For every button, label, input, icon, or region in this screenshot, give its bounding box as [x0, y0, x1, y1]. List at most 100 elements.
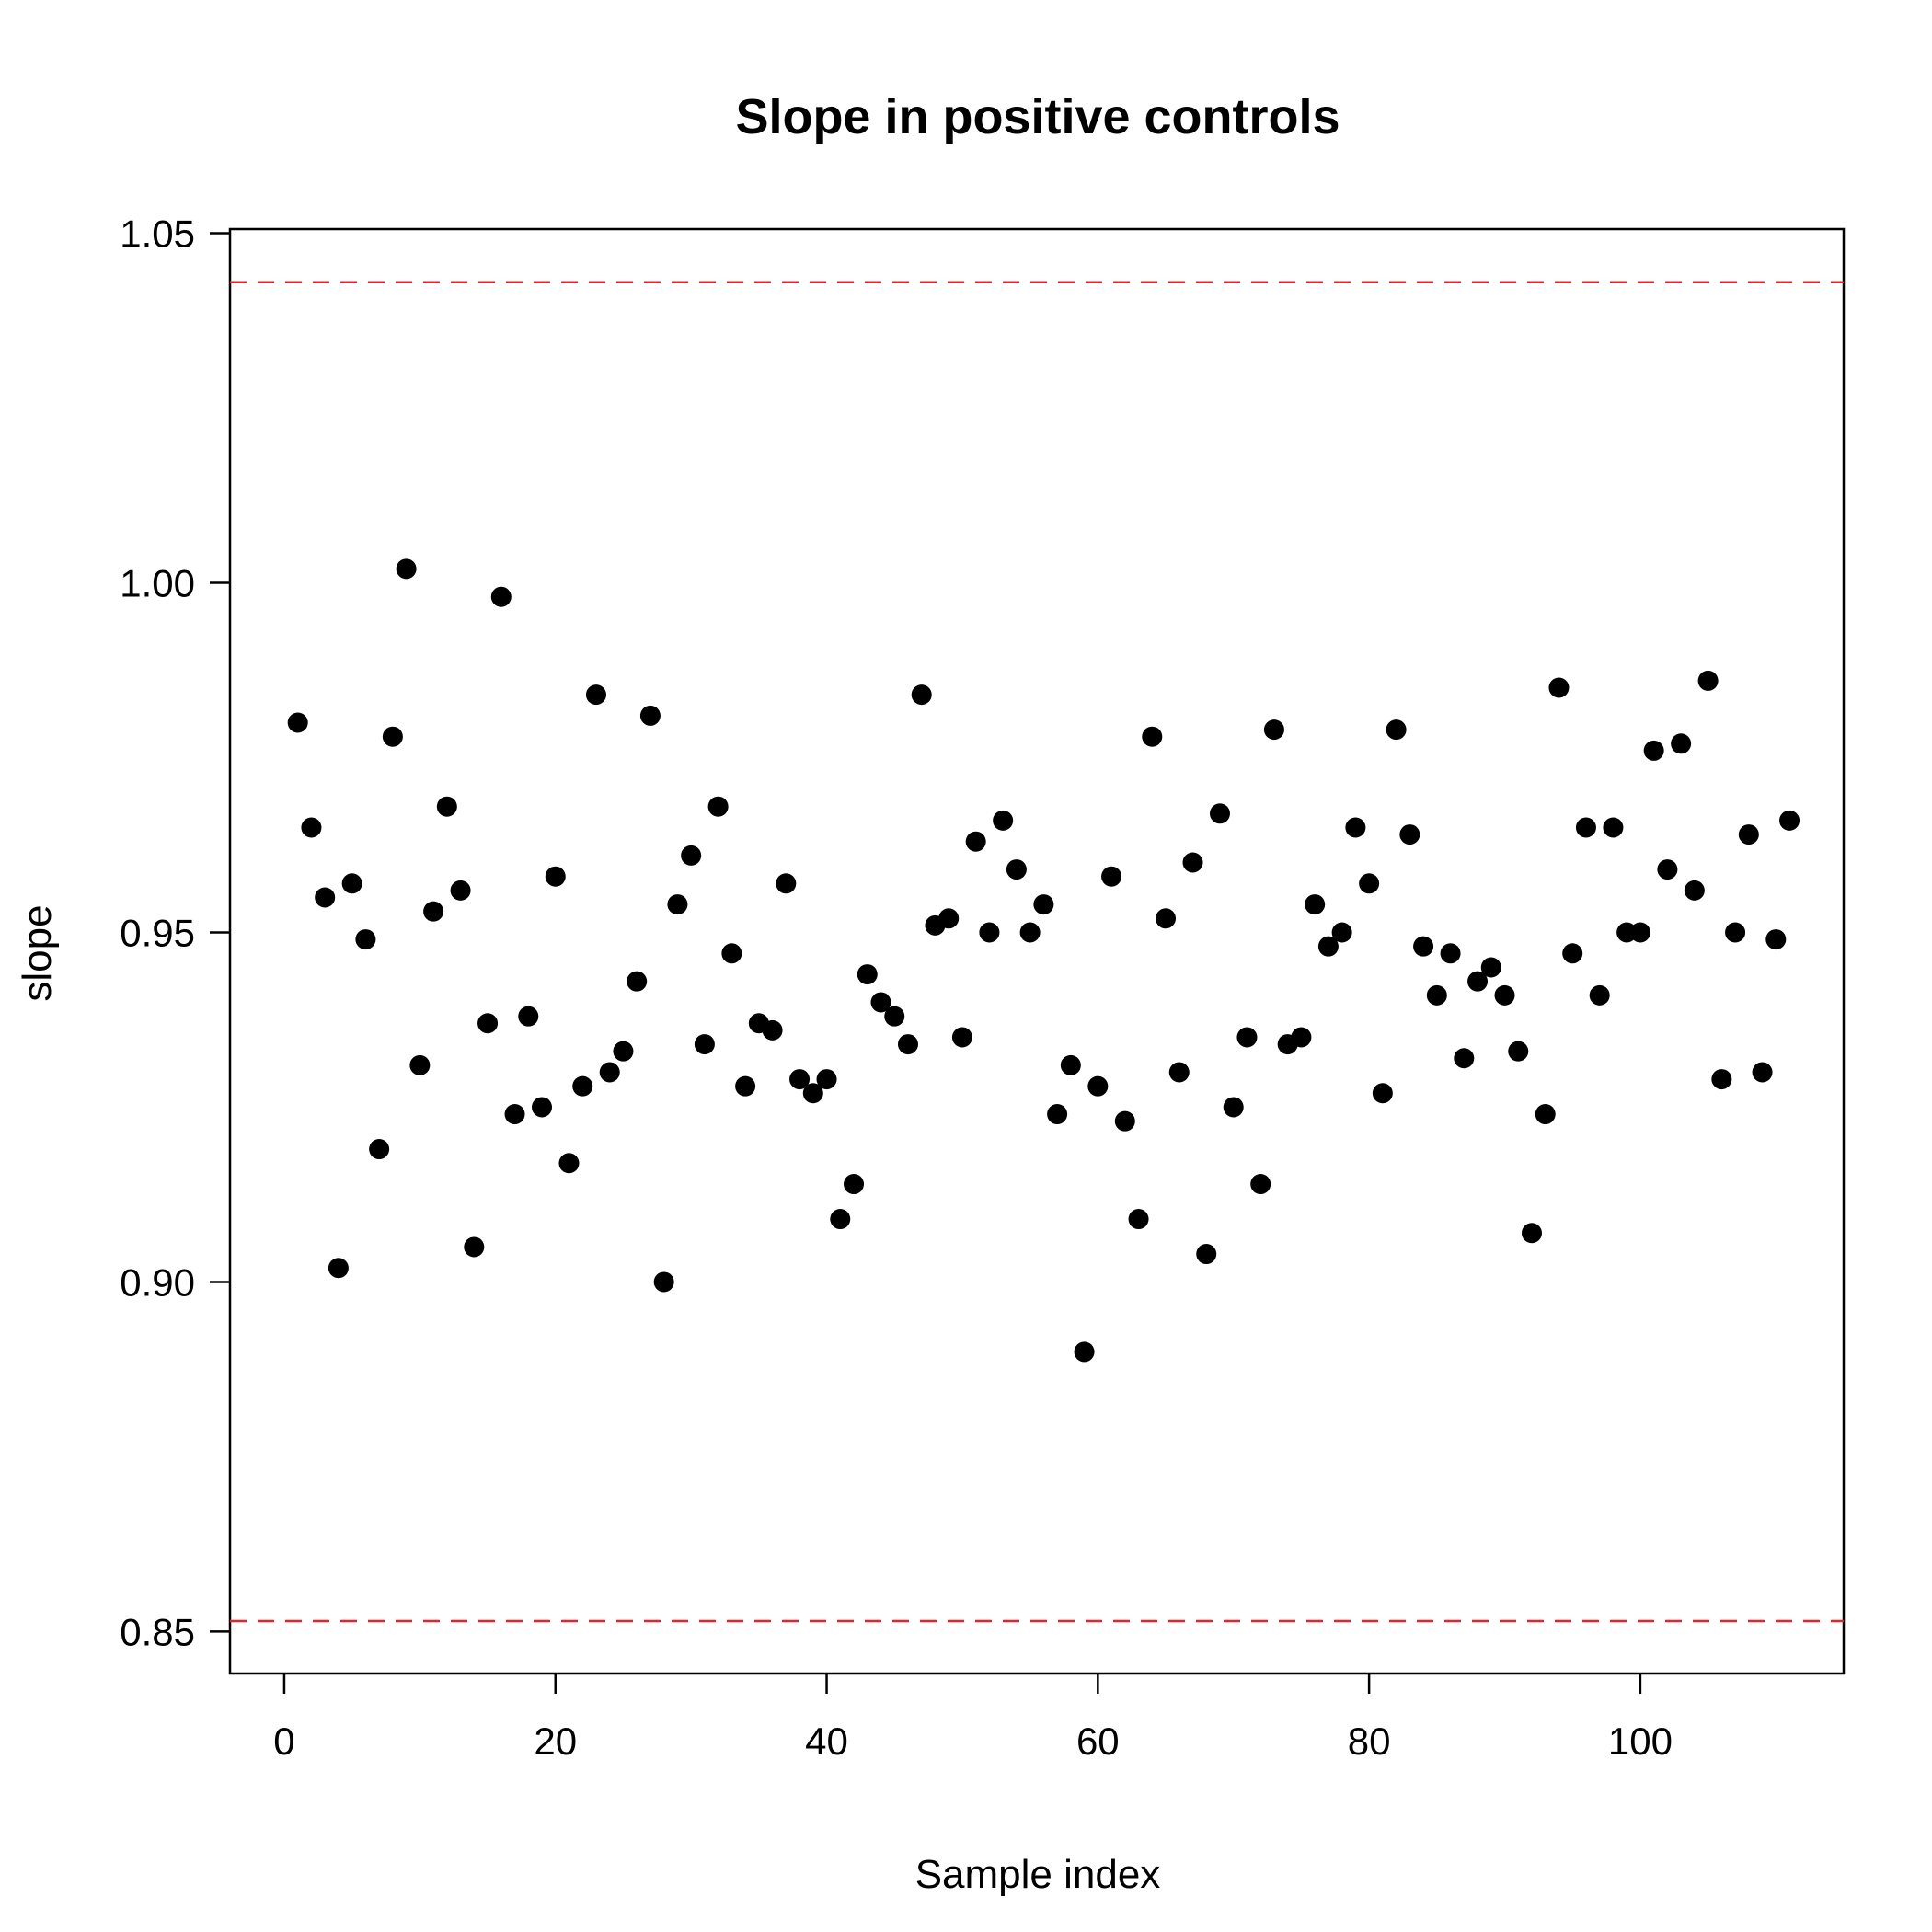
data-point — [1156, 908, 1177, 929]
data-point — [518, 1006, 539, 1027]
data-point — [1019, 922, 1041, 943]
data-point — [301, 817, 322, 838]
data-point — [1697, 670, 1719, 691]
data-point — [1033, 894, 1054, 915]
data-point — [857, 964, 878, 985]
x-axis-label: Sample index — [915, 1852, 1161, 1897]
data-point — [1317, 936, 1339, 957]
data-point — [382, 726, 403, 747]
data-point — [1359, 873, 1380, 894]
x-axis: 0 20 40 60 80 100 — [273, 1673, 1673, 1763]
data-point — [532, 1097, 553, 1118]
data-point — [585, 684, 606, 706]
data-point — [951, 1027, 972, 1048]
data-point — [1671, 733, 1692, 754]
data-point — [1440, 943, 1461, 964]
data-point — [639, 705, 661, 726]
data-point — [1575, 817, 1596, 838]
x-tick-label: 40 — [805, 1719, 848, 1763]
reference-lines — [230, 281, 1844, 1623]
data-point — [1114, 1110, 1135, 1132]
data-point — [315, 887, 336, 908]
data-point — [1087, 1075, 1109, 1097]
data-point — [1521, 1223, 1542, 1244]
data-point — [911, 684, 932, 706]
data-point — [1684, 880, 1705, 901]
data-point — [979, 922, 1000, 943]
y-tick-label: 1.05 — [120, 213, 195, 256]
data-point — [1142, 726, 1163, 747]
x-tick-label: 80 — [1348, 1719, 1391, 1763]
data-point — [1711, 1069, 1732, 1090]
data-point — [762, 1019, 783, 1041]
chart-title: Slope in positive controls — [735, 89, 1340, 144]
data-point — [1413, 936, 1434, 957]
data-point — [1047, 1104, 1068, 1125]
x-tick-label: 0 — [273, 1719, 294, 1763]
data-point — [1399, 824, 1420, 845]
data-point — [1738, 824, 1759, 845]
data-point — [1779, 810, 1800, 831]
data-point — [1765, 929, 1787, 950]
data-point — [558, 1153, 580, 1174]
data-point — [870, 992, 891, 1013]
data-point — [993, 810, 1014, 831]
data-point — [1250, 1174, 1271, 1195]
data-point — [789, 1069, 811, 1090]
data-point — [1548, 677, 1570, 698]
data-point — [504, 1104, 525, 1125]
data-point — [721, 943, 742, 964]
data-point — [1291, 1027, 1312, 1048]
data-point — [477, 1013, 499, 1034]
data-point — [1603, 817, 1624, 838]
data-point — [287, 712, 308, 733]
data-point — [1209, 803, 1230, 824]
data-point — [1467, 971, 1489, 992]
data-point — [735, 1075, 756, 1097]
y-tick-label: 0.95 — [120, 911, 195, 954]
data-point — [802, 1083, 823, 1104]
data-point — [897, 1034, 918, 1055]
data-point — [1101, 866, 1122, 887]
data-point — [490, 586, 512, 607]
data-point — [1657, 859, 1678, 880]
data-point — [572, 1075, 593, 1097]
data-point — [464, 1236, 485, 1258]
data-point — [1168, 1062, 1190, 1083]
data-point — [965, 831, 986, 852]
data-point — [1454, 1048, 1475, 1069]
y-tick-label: 0.90 — [120, 1260, 195, 1304]
data-point — [1494, 984, 1515, 1006]
data-point — [1480, 957, 1501, 978]
data-point — [1589, 984, 1610, 1006]
data-point — [409, 1054, 431, 1075]
data-point — [436, 796, 457, 817]
data-point — [1562, 943, 1583, 964]
data-point — [1752, 1062, 1773, 1083]
data-point — [1643, 740, 1664, 761]
data-point — [694, 1034, 715, 1055]
data-point — [707, 796, 729, 817]
data-point — [1236, 1027, 1258, 1048]
data-point — [328, 1258, 349, 1279]
data-point — [341, 873, 362, 894]
data-point — [1074, 1341, 1095, 1363]
data-point — [423, 901, 444, 922]
data-point — [1426, 984, 1447, 1006]
data-point — [1060, 1054, 1081, 1075]
data-point — [1535, 1104, 1556, 1125]
data-point — [1006, 859, 1027, 880]
data-point — [369, 1139, 390, 1160]
data-point — [1305, 894, 1326, 915]
data-point — [653, 1271, 674, 1293]
data-points — [287, 558, 1800, 1363]
data-point — [938, 908, 960, 929]
plot-frame — [228, 227, 1846, 1675]
data-point — [776, 873, 797, 894]
data-point — [1263, 719, 1284, 741]
x-tick-label: 100 — [1608, 1719, 1673, 1763]
data-point — [1128, 1209, 1149, 1230]
data-point — [681, 845, 702, 866]
x-tick-label: 20 — [534, 1719, 577, 1763]
